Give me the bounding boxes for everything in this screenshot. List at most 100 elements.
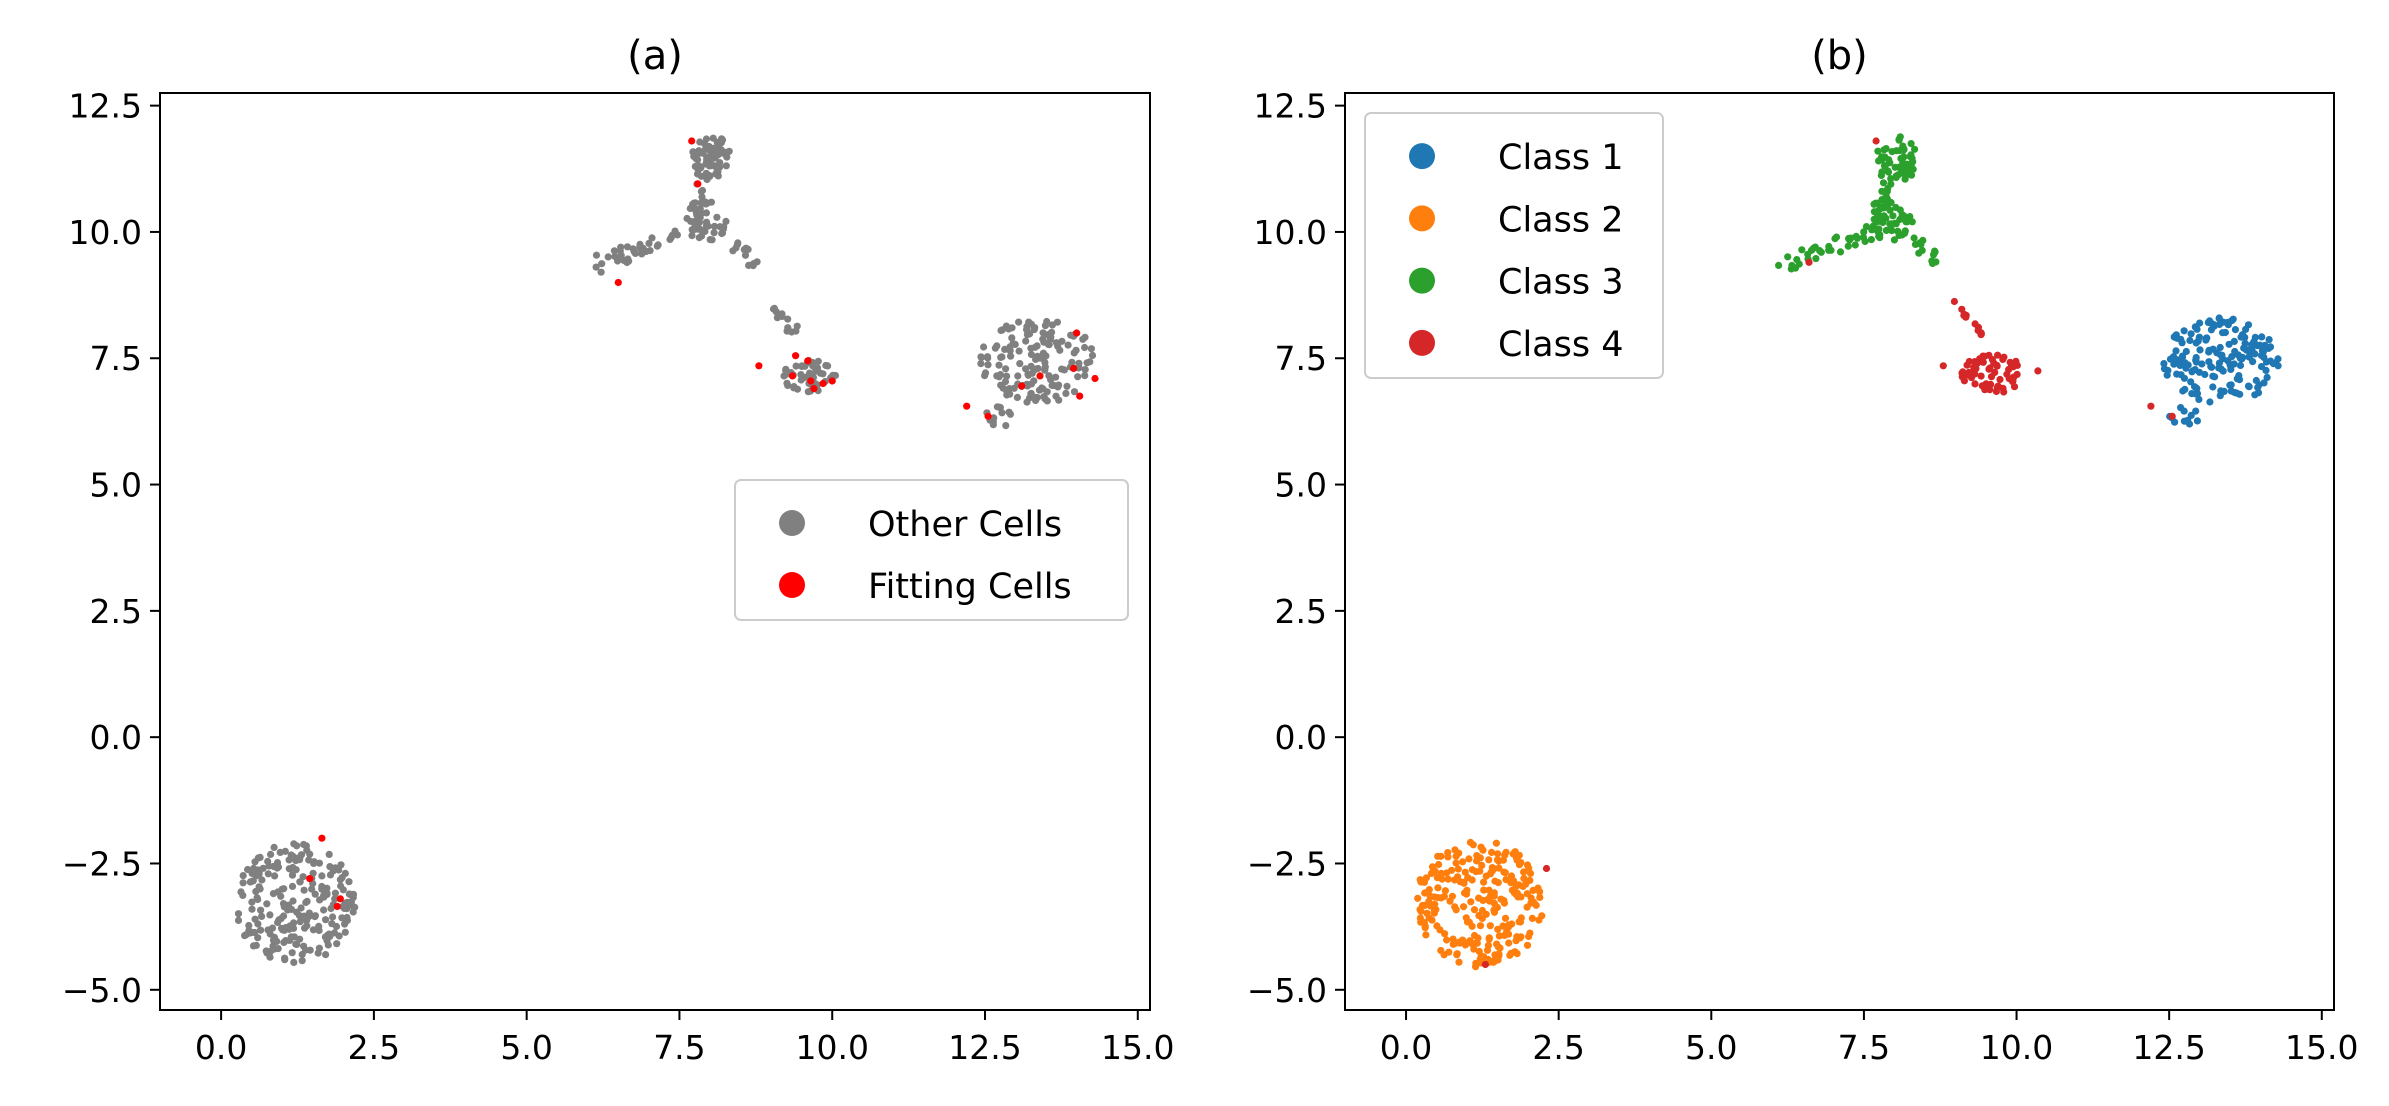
point-other-cells <box>322 916 330 924</box>
point-other-cells <box>1039 349 1047 357</box>
point-other-cells <box>311 890 319 898</box>
point-other-cells <box>333 940 341 948</box>
point-class-2 <box>1448 866 1456 874</box>
point-other-cells <box>725 147 733 155</box>
point-other-cells <box>251 915 259 923</box>
point-other-cells <box>277 892 285 900</box>
point-class-3 <box>1836 248 1845 256</box>
point-other-cells <box>253 894 261 902</box>
point-other-cells <box>1014 372 1022 380</box>
point-class-2 <box>1434 852 1442 860</box>
y-tick-label: 10.0 <box>1254 213 1327 252</box>
point-class-2 <box>1512 854 1520 862</box>
point-class-2 <box>1473 939 1481 947</box>
point-class-2 <box>1444 875 1452 883</box>
point-other-cells <box>798 362 806 371</box>
point-other-cells <box>293 908 301 916</box>
point-class-3 <box>1902 160 1910 168</box>
point-other-cells <box>303 922 311 930</box>
point-class-3 <box>1798 246 1806 254</box>
y-tick-label: 2.5 <box>90 592 142 631</box>
point-fitting-cells <box>984 412 992 420</box>
point-other-cells <box>1006 343 1014 351</box>
point-class-2 <box>1434 894 1442 902</box>
point-other-cells <box>1022 337 1030 345</box>
point-other-cells <box>289 863 297 872</box>
point-class-2 <box>1486 870 1495 878</box>
legend: Class 1 Class 2 Class 3 Class 4 <box>1364 112 1664 379</box>
point-other-cells <box>281 954 289 962</box>
point-class-3 <box>1889 212 1897 220</box>
chart-title: (b) <box>1811 33 1868 79</box>
point-other-cells <box>1027 389 1035 398</box>
point-class-2 <box>1490 865 1498 873</box>
point-other-cells <box>315 926 323 935</box>
point-class-2 <box>1513 950 1521 958</box>
point-class-3 <box>1878 156 1886 164</box>
point-other-cells <box>793 385 802 393</box>
point-class-3 <box>1810 244 1818 252</box>
point-class-2 <box>1486 922 1494 930</box>
point-class-1 <box>2192 354 2200 362</box>
point-class-2 <box>1443 936 1451 944</box>
point-class-2 <box>1480 953 1488 961</box>
point-other-cells <box>1052 339 1060 347</box>
point-class-3 <box>1885 156 1893 164</box>
point-class-3 <box>1890 236 1898 244</box>
point-other-cells <box>326 871 335 879</box>
point-class-1 <box>2231 389 2239 397</box>
point-class-3 <box>1882 226 1890 234</box>
point-class-3 <box>1844 242 1852 250</box>
point-class-2 <box>1455 958 1463 966</box>
point-other-cells <box>784 381 792 389</box>
point-class-3 <box>1795 260 1803 268</box>
point-class-1 <box>2245 383 2253 391</box>
point-class-4 <box>1971 380 1979 388</box>
point-class-2 <box>1476 854 1484 862</box>
point-fitting-cells <box>807 377 815 385</box>
point-class-4 <box>1981 386 1989 394</box>
point-class-3 <box>1880 146 1888 154</box>
point-class-3 <box>1867 236 1875 244</box>
point-other-cells <box>254 854 262 862</box>
point-other-cells <box>980 343 988 351</box>
y-tick-label: 5.0 <box>90 466 142 505</box>
point-class-1 <box>2254 389 2263 397</box>
point-class-2 <box>1414 894 1422 902</box>
point-class-3 <box>1847 234 1855 242</box>
chart-title: (a) <box>627 33 683 79</box>
point-other-cells <box>1050 381 1058 389</box>
point-other-cells <box>1064 341 1072 349</box>
point-other-cells <box>246 878 254 886</box>
legend-marker-fitting-cells <box>779 572 805 598</box>
point-class-3 <box>1898 211 1906 219</box>
point-class-4 <box>2012 357 2020 365</box>
point-other-cells <box>281 847 289 855</box>
point-other-cells <box>297 851 306 859</box>
point-other-cells <box>1007 352 1015 360</box>
point-other-cells <box>1043 388 1051 396</box>
point-class-1 <box>2262 366 2270 374</box>
point-other-cells <box>266 911 274 919</box>
point-fitting-cells <box>828 377 836 385</box>
point-class-1 <box>2220 387 2228 395</box>
point-class-4 <box>2009 377 2017 385</box>
point-class-4 <box>1987 373 1996 381</box>
point-other-cells <box>698 193 706 201</box>
point-other-cells <box>691 162 699 171</box>
x-tick-label: 2.5 <box>348 1028 400 1067</box>
legend-label-class-2: Class 2 <box>1498 200 1623 240</box>
point-class-2 <box>1434 884 1442 892</box>
point-class-3 <box>1928 257 1936 265</box>
point-other-cells <box>311 912 319 920</box>
point-class-2 <box>1513 933 1521 941</box>
point-fitting-cells <box>1070 364 1078 372</box>
point-class-1 <box>2166 355 2175 363</box>
point-other-cells <box>288 882 297 891</box>
point-class-2 <box>1428 916 1436 924</box>
point-class-4 <box>1994 351 2002 359</box>
point-class-2 <box>1444 849 1452 857</box>
point-other-cells <box>1044 331 1052 339</box>
point-class-2 <box>1490 957 1498 965</box>
point-class-1 <box>2160 360 2168 368</box>
